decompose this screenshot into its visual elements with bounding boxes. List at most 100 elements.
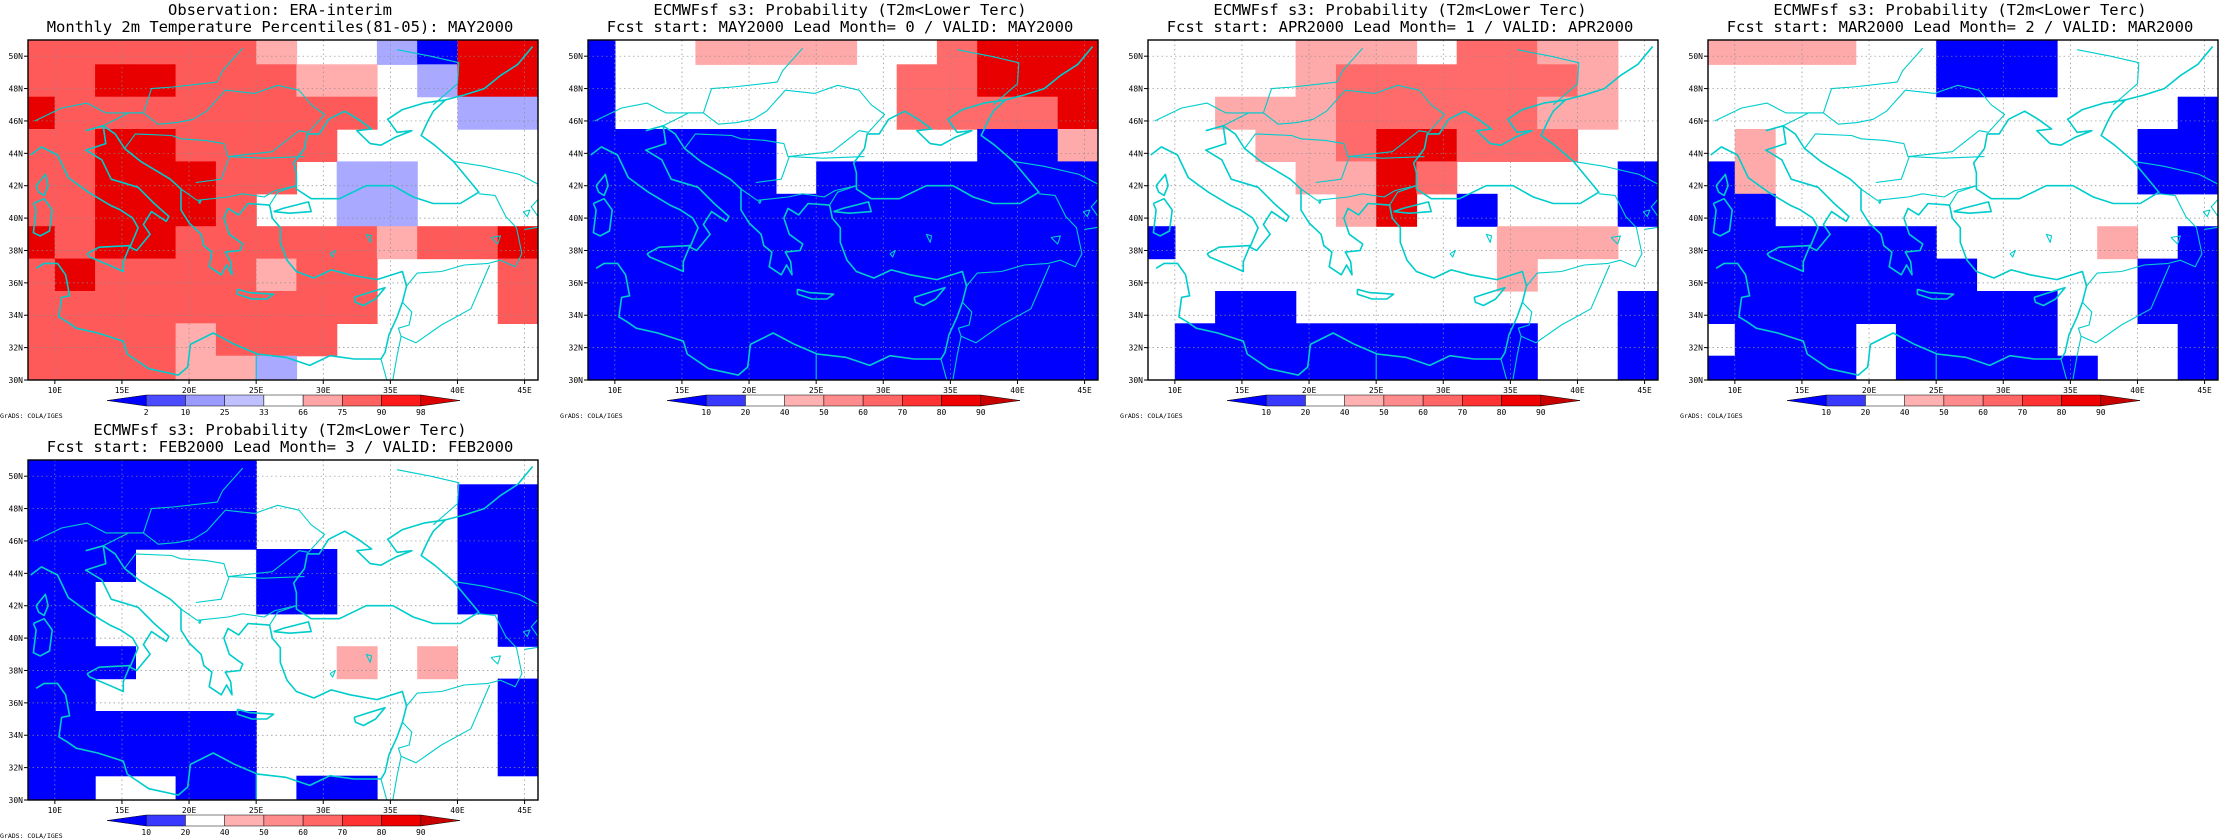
grid-cell xyxy=(655,193,696,227)
lon-tick-label: 35E xyxy=(1503,386,1518,395)
grid-cell xyxy=(1708,291,1736,324)
grid-cell xyxy=(28,355,56,380)
country-border xyxy=(829,185,857,206)
grid-cell xyxy=(1537,226,1579,260)
grid-cell xyxy=(28,484,56,518)
grid-cell xyxy=(1895,291,1937,324)
grid-cell xyxy=(497,549,538,582)
grid-cell xyxy=(215,355,257,380)
colorbar-label: 40 xyxy=(1900,408,1910,417)
grid-cell xyxy=(1215,291,1256,324)
coastline xyxy=(1155,173,1169,197)
grid-cell xyxy=(614,323,656,357)
grid-cell xyxy=(497,64,538,98)
grads-credit: GrADS: COLA/IGES xyxy=(1120,412,1183,420)
grid-cell xyxy=(1416,96,1458,130)
grid-cell xyxy=(735,226,777,260)
grid-cell xyxy=(2016,64,2058,98)
grid-cell xyxy=(215,775,257,800)
coastline xyxy=(1953,201,1992,214)
lat-tick-label: 34N xyxy=(569,311,584,320)
lat-tick-label: 36N xyxy=(1129,279,1144,288)
grid-cell xyxy=(215,484,257,518)
lake-outline xyxy=(1317,199,1322,205)
grid-cell xyxy=(1936,64,1978,98)
grid-cell xyxy=(1148,226,1176,260)
colorbar: 10 20 40 50 60 70 80 90 xyxy=(106,814,461,837)
lon-tick-label: 35E xyxy=(383,386,398,395)
grid-cell xyxy=(497,516,538,550)
country-border xyxy=(1315,156,1425,184)
lat-tick-label: 44N xyxy=(1129,149,1144,158)
grid-cell xyxy=(1215,355,1256,380)
grid-cell xyxy=(655,355,696,380)
grid-cell xyxy=(28,323,56,357)
country-border xyxy=(453,580,538,650)
grid-cell xyxy=(2016,40,2058,65)
grid-cell xyxy=(735,291,777,324)
colorbar-swatch xyxy=(1383,394,1424,407)
colorbar-swatch xyxy=(342,814,382,827)
colorbar-swatch xyxy=(420,814,461,827)
grid-cell xyxy=(135,64,177,98)
grid-cell xyxy=(175,460,217,485)
grid-cell xyxy=(2177,226,2218,260)
coastlines xyxy=(1150,45,1658,380)
grid-cell xyxy=(54,193,96,227)
grid-cell xyxy=(457,549,499,582)
grid-cell xyxy=(1708,226,1736,260)
forecast-lead1-panel: ECMWFsf s3: Probability (T2m<Lower Terc)… xyxy=(1120,0,1680,420)
coastline xyxy=(1005,45,1094,101)
colorbar-label: 98 xyxy=(416,408,426,417)
grid-cell xyxy=(175,226,217,260)
grid-cell xyxy=(1017,355,1059,380)
map-frame xyxy=(1147,39,1659,381)
grid-cell xyxy=(1174,323,1216,357)
colorbar-label: 70 xyxy=(898,408,908,417)
lon-tick-label: 25E xyxy=(809,386,824,395)
grid-cell xyxy=(457,484,499,518)
grid-cell xyxy=(1335,64,1377,98)
grid-cell xyxy=(28,291,56,324)
lon-tick-label: 40E xyxy=(1010,386,1025,395)
grid-cell xyxy=(497,613,538,647)
coastline xyxy=(236,288,275,300)
grid-cell xyxy=(1815,323,1857,357)
colorbar: 10 20 40 50 60 70 80 90 xyxy=(666,394,1021,417)
coastline xyxy=(2229,145,2240,262)
grid-cell xyxy=(1815,355,1857,380)
grid-cell xyxy=(896,226,938,260)
lat-tick-label: 34N xyxy=(1129,311,1144,320)
grid-cell xyxy=(735,161,777,195)
grid-cell xyxy=(376,40,418,65)
grid-cell xyxy=(735,129,777,162)
grid-cell xyxy=(1734,258,1776,292)
grid-cell xyxy=(296,258,338,292)
grid-cell xyxy=(614,258,656,292)
panel-title: ECMWFsf s3: Probability (T2m<Lower Terc) xyxy=(93,421,467,439)
lon-tick-label: 10E xyxy=(1168,386,1183,395)
coastline xyxy=(1766,244,1811,273)
grid-cell xyxy=(614,129,656,162)
lat-tick-label: 32N xyxy=(9,764,24,773)
lon-tick-label: 15E xyxy=(675,386,690,395)
panel-subtitle: Fcst start: MAY2000 Lead Month= 0 / VALI… xyxy=(606,18,1074,36)
grid-cell xyxy=(2016,323,2058,357)
grid-cell xyxy=(135,291,177,324)
lat-tick-label: 50N xyxy=(569,52,584,61)
grid-cell xyxy=(175,64,217,98)
grid-cell xyxy=(1976,40,2018,65)
grid-cell xyxy=(695,323,737,357)
colorbar-label: 10 xyxy=(141,828,151,837)
colorbar-label: 20 xyxy=(181,828,191,837)
coastline xyxy=(1155,262,1501,376)
lat-tick-label: 36N xyxy=(9,279,24,288)
grid-cell xyxy=(1255,355,1297,380)
country-border xyxy=(195,576,305,604)
grid-cell xyxy=(1537,129,1579,162)
grid-cell xyxy=(936,323,978,357)
grid-cell xyxy=(2137,291,2179,324)
lake-outline xyxy=(925,233,933,243)
coastlines xyxy=(30,465,538,800)
country-border xyxy=(453,160,538,230)
